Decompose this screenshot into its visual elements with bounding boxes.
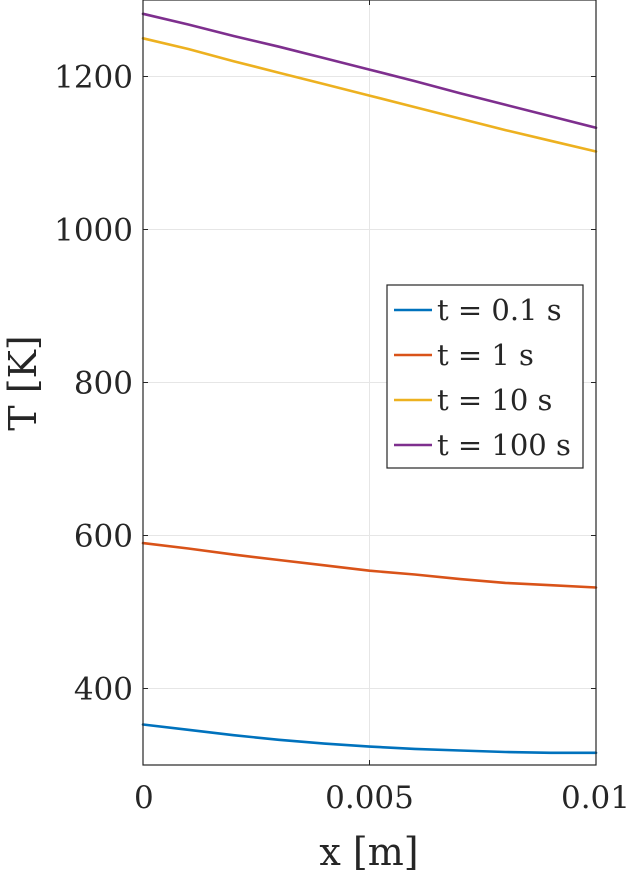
series-line xyxy=(141,36,598,153)
legend: t = 0.1 s t = 1 s t = 10 s t = 100 s xyxy=(386,284,584,469)
series-line xyxy=(141,541,598,589)
y-tick-label: 800 xyxy=(74,366,133,402)
y-axis-label: T [K] xyxy=(1,335,45,430)
series-group xyxy=(141,12,598,755)
x-tick-label: 0.01 xyxy=(561,780,630,816)
legend-entry: t = 10 s xyxy=(437,383,552,417)
legend-entry: t = 1 s xyxy=(437,338,534,372)
legend-entry: t = 100 s xyxy=(437,428,571,462)
y-tick-label: 1200 xyxy=(54,60,133,96)
series-line xyxy=(141,12,598,130)
series-line xyxy=(141,723,598,755)
y-tick-label: 600 xyxy=(74,519,133,555)
x-tick-label: 0.005 xyxy=(325,780,414,816)
ticks xyxy=(142,0,597,765)
legend-box xyxy=(386,284,584,469)
legend-entry: t = 0.1 s xyxy=(437,293,562,327)
x-axis-label: x [m] xyxy=(319,830,418,874)
tick-labels: 0 0.005 0.01 400 600 800 1000 1200 xyxy=(54,60,630,817)
x-tick-label: 0 xyxy=(134,780,154,816)
y-tick-label: 1000 xyxy=(54,213,133,249)
y-tick-label: 400 xyxy=(74,672,133,708)
